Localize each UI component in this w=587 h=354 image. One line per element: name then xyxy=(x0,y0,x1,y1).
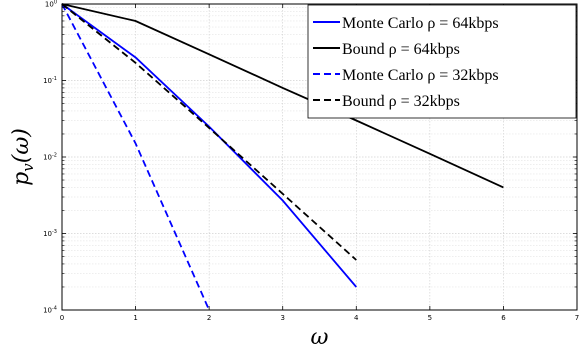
y-axis-label: pv(ω) xyxy=(9,128,37,186)
legend-label-4: Bound ρ = 32kbps xyxy=(342,93,460,110)
series-line-4 xyxy=(61,3,357,261)
legend-label-2: Bound ρ = 64kbps xyxy=(342,41,460,58)
x-tick-label: 0 xyxy=(60,314,64,322)
y-tick-label: 10-3 xyxy=(43,229,57,238)
legend: Monte Carlo ρ = 64kbps Bound ρ = 64kbps Mo… xyxy=(307,4,577,119)
x-tick-label: 6 xyxy=(501,314,506,322)
legend-label-3: Monte Carlo ρ = 32kbps xyxy=(342,67,499,84)
legend-box xyxy=(307,4,577,119)
series-lines xyxy=(61,3,504,311)
series-line-3 xyxy=(61,3,210,311)
axis-ticks: 0 1 2 3 4 5 6 7 100 10-1 10-2 10-3 10-4 xyxy=(43,0,579,322)
x-tick-label: 4 xyxy=(354,314,359,322)
x-tick-label: 1 xyxy=(133,314,137,322)
series-line-2 xyxy=(61,3,504,189)
y-tick-label: 100 xyxy=(45,0,57,9)
x-tick-label: 3 xyxy=(280,314,284,322)
x-tick-label: 5 xyxy=(428,314,432,322)
x-axis-label: ω xyxy=(311,325,329,350)
y-tick-label: 10-1 xyxy=(43,76,57,85)
y-tick-label: 10-2 xyxy=(43,153,57,162)
y-tick-label: 10-4 xyxy=(43,306,57,315)
legend-label-1: Monte Carlo ρ = 64kbps xyxy=(342,15,499,32)
x-tick-label: 2 xyxy=(207,314,211,322)
series-line-1 xyxy=(61,3,357,288)
x-tick-label: 7 xyxy=(575,314,579,322)
